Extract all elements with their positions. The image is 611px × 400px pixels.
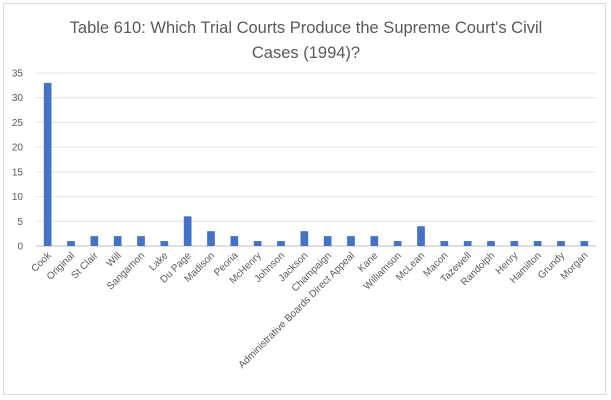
bar (300, 231, 309, 246)
bar-chart: Table 610: Which Trial Courts Produce th… (12, 19, 596, 371)
bar (440, 241, 449, 246)
y-tick-label: 35 (12, 69, 24, 80)
y-tick-label: 0 (17, 242, 23, 253)
bars (43, 82, 589, 246)
bar (393, 241, 402, 246)
chart-frame: Table 610: Which Trial Courts Produce th… (3, 3, 606, 395)
y-tick-label: 5 (17, 217, 23, 228)
y-tick-label: 15 (12, 167, 24, 178)
bar (113, 236, 122, 246)
chart-title-line-2: Cases (1994)? (252, 44, 360, 62)
x-category-label: Will (105, 250, 124, 269)
bar (463, 241, 472, 246)
bar (323, 236, 332, 246)
bar (533, 241, 542, 246)
bar (557, 241, 565, 246)
bar (417, 226, 425, 246)
bar (370, 236, 379, 246)
bar (43, 82, 52, 246)
chart-title-line-1: Table 610: Which Trial Courts Produce th… (70, 19, 543, 37)
bar (90, 236, 99, 246)
bar (580, 241, 589, 246)
bar (207, 231, 215, 246)
bar (487, 241, 495, 246)
bar (510, 241, 519, 246)
x-category-label: St Clair (69, 250, 100, 281)
bar (230, 236, 239, 246)
bar (160, 241, 169, 246)
y-tick-label: 20 (12, 143, 24, 154)
bar (277, 241, 285, 246)
y-tick-label: 30 (12, 93, 24, 104)
bar (67, 241, 75, 246)
gridlines (36, 72, 596, 222)
y-tick-label: 10 (12, 192, 24, 203)
bar (137, 236, 145, 246)
bar (183, 216, 192, 246)
y-tick-label: 25 (12, 118, 24, 129)
bar (253, 241, 262, 246)
y-axis-ticks: 0 5 10 15 20 25 30 35 (12, 69, 24, 253)
bar (347, 236, 355, 246)
